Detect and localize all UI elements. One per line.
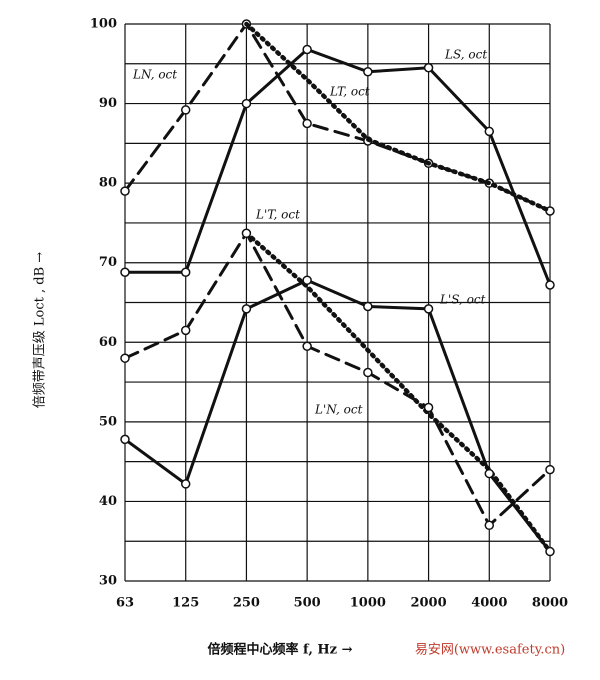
y-tick-label: 70 — [99, 255, 117, 270]
series-label: L'T, oct — [255, 208, 300, 222]
point — [120, 267, 130, 278]
y-tick-label: 80 — [99, 176, 117, 191]
point — [363, 367, 373, 378]
point — [484, 126, 495, 137]
point — [423, 63, 434, 73]
x-tick-label: 1000 — [350, 596, 386, 611]
y-tick-label: 50 — [99, 414, 117, 429]
watermark: 易安网(www.esafety.cn) — [415, 643, 565, 658]
x-tick-label: 2000 — [410, 596, 446, 611]
series-label: L'S, oct — [439, 293, 486, 307]
point — [180, 105, 191, 115]
series-label: LN, oct — [132, 68, 177, 82]
series-line — [123, 230, 552, 528]
point — [302, 275, 312, 285]
point — [363, 301, 373, 312]
y-tick-label: 90 — [99, 96, 117, 111]
y-tick-label: 30 — [99, 574, 117, 589]
point — [241, 304, 252, 314]
x-tick-label: 4000 — [471, 596, 507, 611]
series-label: L'N, oct — [314, 403, 363, 417]
series-line — [244, 21, 553, 214]
series-label: LS, oct — [444, 48, 487, 62]
point — [545, 546, 555, 557]
series-line — [244, 231, 553, 554]
x-tick-label: 8000 — [532, 596, 568, 611]
x-tick-label: 63 — [116, 596, 134, 611]
point — [180, 267, 191, 278]
point — [302, 44, 312, 55]
point — [120, 434, 130, 445]
point — [423, 304, 434, 314]
x-tick-label: 125 — [172, 596, 199, 611]
point — [363, 66, 373, 77]
series-line — [123, 278, 552, 554]
x-tick-label: 500 — [294, 596, 321, 611]
series-label: LT, oct — [329, 85, 370, 99]
point — [241, 228, 252, 239]
y-tick-label: 40 — [99, 494, 117, 509]
point — [241, 98, 252, 109]
point — [180, 325, 191, 336]
point — [423, 402, 434, 413]
y-axis-label: 倍频带声压级 Loct , dB → — [33, 252, 48, 409]
point — [545, 280, 555, 290]
x-axis-label: 倍频程中心频率 f, Hz → — [208, 642, 353, 658]
series-line — [123, 21, 552, 213]
y-tick-label: 100 — [90, 17, 117, 32]
point — [180, 479, 191, 489]
point — [545, 464, 555, 475]
point — [120, 186, 130, 196]
point — [484, 520, 495, 531]
series-line — [123, 47, 552, 287]
point — [302, 341, 312, 352]
point — [120, 353, 130, 363]
point — [302, 118, 312, 129]
x-tick-label: 250 — [233, 596, 260, 611]
point — [484, 468, 495, 479]
y-tick-label: 60 — [99, 335, 117, 350]
